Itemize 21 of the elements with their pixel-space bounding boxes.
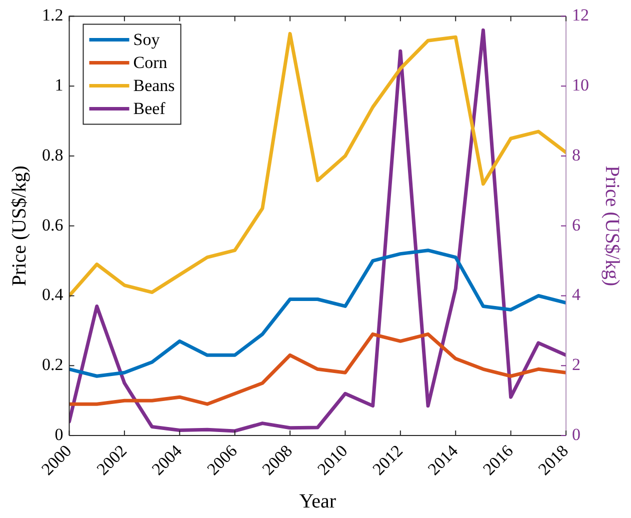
y-tick-label: 1.2 xyxy=(42,6,64,25)
legend-label: Corn xyxy=(133,53,168,72)
y2-axis-title: Price (US$/kg) xyxy=(600,166,623,286)
y-tick-label: 0.8 xyxy=(42,145,64,164)
y2-tick-label: 12 xyxy=(572,6,589,25)
legend-label: Soy xyxy=(133,30,160,50)
y-tick-label: 0 xyxy=(54,425,64,444)
legend-label: Beans xyxy=(133,76,175,96)
legend-label: Beef xyxy=(133,99,166,118)
y-tick-label: 0.6 xyxy=(42,215,64,234)
y2-tick-label: 2 xyxy=(572,355,580,374)
y2-tick-label: 4 xyxy=(572,285,581,304)
y-tick-label: 1 xyxy=(54,76,64,95)
x-axis-title: Year xyxy=(299,490,336,512)
y-tick-label: 0.2 xyxy=(42,355,64,374)
y2-tick-label: 8 xyxy=(572,145,580,164)
y-axis-title: Price (US$/kg) xyxy=(8,166,30,286)
y-tick-label: 0.4 xyxy=(42,285,64,304)
y2-tick-label: 10 xyxy=(572,76,589,95)
y2-tick-label: 6 xyxy=(572,215,580,234)
y2-tick-label: 0 xyxy=(572,425,580,444)
